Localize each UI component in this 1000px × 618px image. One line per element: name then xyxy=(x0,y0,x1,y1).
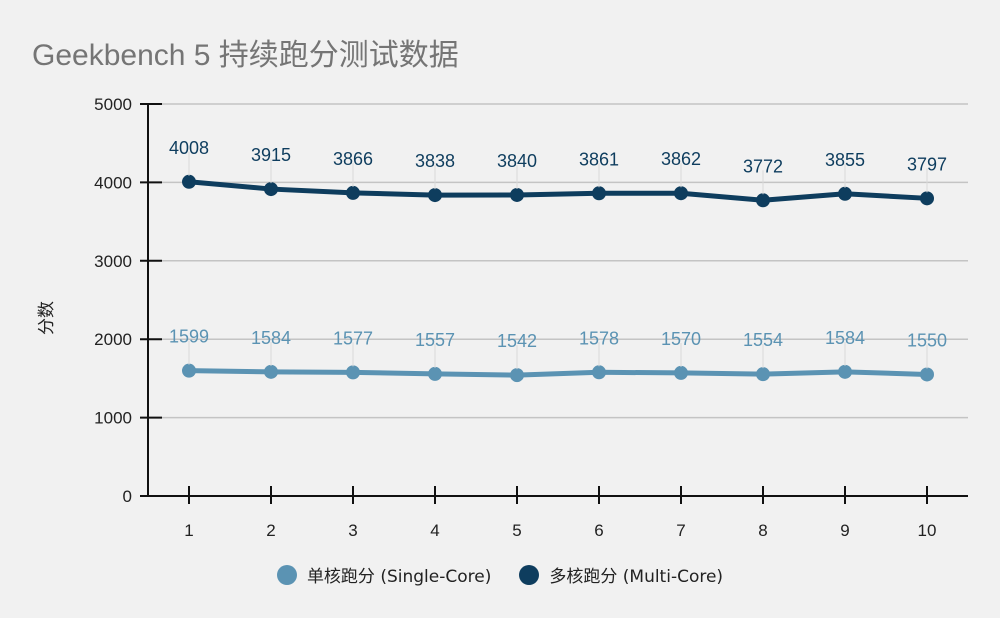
data-point[interactable] xyxy=(592,365,606,380)
y-tick-label: 4000 xyxy=(94,173,132,192)
data-label: 3861 xyxy=(579,149,619,169)
legend-marker-icon xyxy=(519,564,540,585)
x-tick-label: 4 xyxy=(430,521,439,540)
data-point[interactable] xyxy=(346,365,360,380)
data-point[interactable] xyxy=(838,186,852,201)
legend-item-single-core[interactable]: 单核跑分 (Single-Core) xyxy=(276,562,492,587)
data-label: 3855 xyxy=(825,150,865,170)
data-label: 1557 xyxy=(415,330,455,350)
series-line-0 xyxy=(188,368,928,378)
legend-item-multi-core[interactable]: 多核跑分 (Multi-Core) xyxy=(519,562,723,587)
data-point[interactable] xyxy=(920,367,934,382)
data-label: 3915 xyxy=(251,145,291,165)
x-tick-label: 7 xyxy=(676,521,685,540)
data-point[interactable] xyxy=(510,368,524,383)
x-tick-label: 9 xyxy=(840,521,849,540)
data-point[interactable] xyxy=(592,186,606,201)
axes: 0 1000 2000 3000 4000 5000 1 2 3 4 5 6 7 8 9 10 xyxy=(94,95,968,540)
data-label: 1584 xyxy=(251,328,291,348)
series-line-1 xyxy=(188,179,928,203)
data-point[interactable] xyxy=(182,363,196,378)
data-label: 1570 xyxy=(661,329,701,349)
data-point[interactable] xyxy=(756,193,770,208)
x-tick-label: 6 xyxy=(594,521,603,540)
data-label: 4008 xyxy=(169,138,209,158)
data-point[interactable] xyxy=(264,182,278,197)
data-label: 1599 xyxy=(169,327,209,347)
data-label: 3866 xyxy=(333,149,373,169)
x-tick-label: 10 xyxy=(918,521,937,540)
y-tick-label: 5000 xyxy=(94,95,132,114)
data-label: 1554 xyxy=(743,330,783,350)
y-axis-label: 分数 xyxy=(37,301,57,335)
data-label: 3838 xyxy=(415,151,455,171)
y-tick-label: 3000 xyxy=(94,252,132,271)
x-tick-label: 2 xyxy=(266,521,275,540)
data-point[interactable] xyxy=(428,366,442,381)
grid-lines xyxy=(148,103,968,419)
data-point[interactable] xyxy=(674,186,688,201)
x-tick-label: 5 xyxy=(512,521,521,540)
data-labels: 1599 1584 1577 1557 1542 1578 1570 1554 1584 1550… xyxy=(169,138,947,370)
data-point[interactable] xyxy=(510,187,524,202)
data-label: 1578 xyxy=(579,328,619,348)
data-label: 1550 xyxy=(907,330,947,350)
data-label: 3862 xyxy=(661,149,701,169)
data-label: 3797 xyxy=(907,154,947,174)
data-label: 1577 xyxy=(333,328,373,348)
legend: 单核跑分 (Single-Core) 多核跑分 (Multi-Core) xyxy=(0,562,1000,587)
y-tick-label: 1000 xyxy=(94,409,132,428)
legend-marker-icon xyxy=(276,564,297,585)
x-tick-label: 3 xyxy=(348,521,357,540)
data-point[interactable] xyxy=(428,188,442,203)
data-point[interactable] xyxy=(182,174,196,189)
data-point[interactable] xyxy=(674,365,688,380)
y-tick-label: 0 xyxy=(123,487,132,506)
data-label: 3772 xyxy=(743,156,783,176)
data-point[interactable] xyxy=(756,367,770,382)
legend-label: 多核跑分 (Multi-Core) xyxy=(549,567,724,587)
data-point[interactable] xyxy=(838,364,852,379)
legend-label: 单核跑分 (Single-Core) xyxy=(306,567,492,587)
data-label: 1584 xyxy=(825,328,865,348)
y-tick-label: 2000 xyxy=(94,330,132,349)
data-point[interactable] xyxy=(264,364,278,379)
x-tick-label: 1 xyxy=(184,521,193,540)
data-point[interactable] xyxy=(920,191,934,206)
chart-title: Geekbench 5 持续跑分测试数据 xyxy=(32,39,459,72)
data-label: 3840 xyxy=(497,151,537,171)
series-lines xyxy=(182,174,934,383)
data-label: 1542 xyxy=(497,331,537,351)
data-point[interactable] xyxy=(346,185,360,200)
x-tick-label: 8 xyxy=(758,521,767,540)
